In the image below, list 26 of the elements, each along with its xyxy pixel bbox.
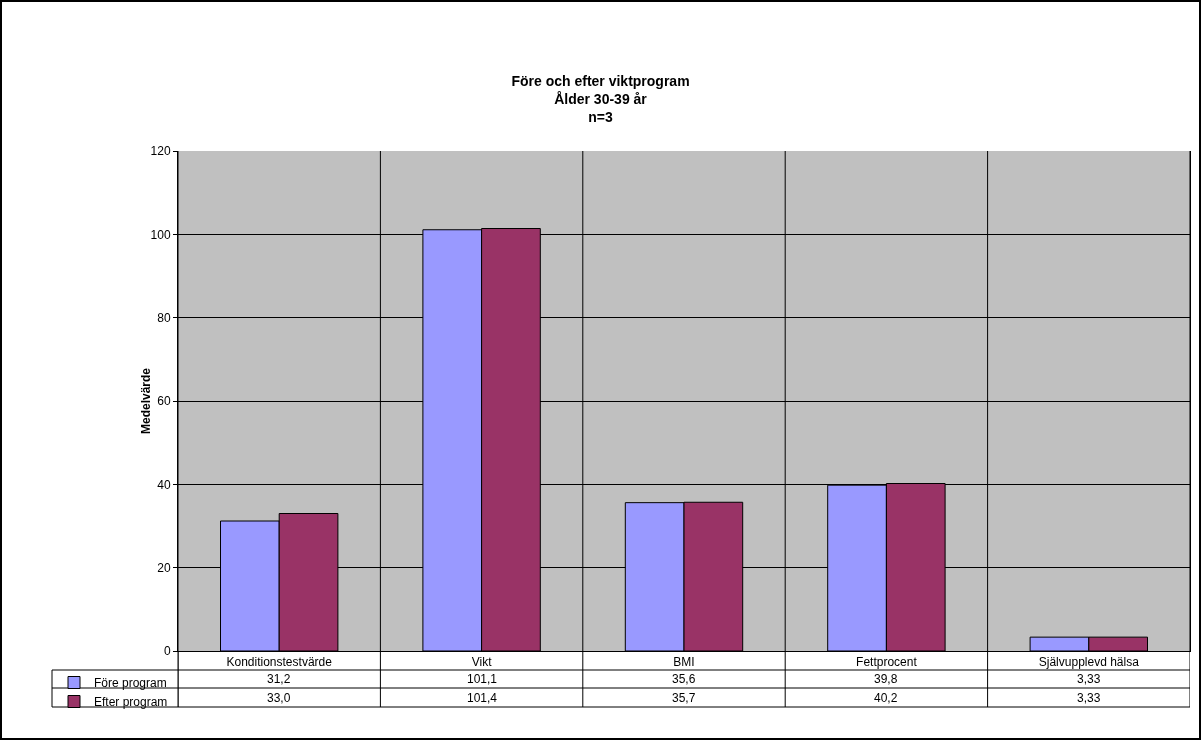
chart-title: Före och efter viktprogram Ålder 30-39 år n=3 — [511, 73, 690, 126]
data-label: 3,33 — [1077, 672, 1101, 686]
data-label: 101,4 — [467, 691, 498, 705]
y-tick-label: 0 — [163, 644, 171, 659]
x-tick-label: Vikt — [471, 655, 493, 670]
y-tick-label: 60 — [157, 394, 171, 409]
x-tick-label: Konditionstestvärde — [226, 655, 333, 670]
data-label: 35,7 — [672, 691, 696, 705]
data-label: 39,8 — [874, 672, 898, 686]
data-label: 3,33 — [1077, 691, 1101, 705]
y-tick-label: 120 — [150, 144, 171, 159]
y-tick-label: 80 — [157, 310, 171, 325]
y-tick-label: 100 — [150, 227, 171, 242]
x-tick-label: Självupplevd hälsa — [1038, 655, 1140, 670]
legend-label: Efter program — [94, 695, 168, 710]
x-tick-label: BMI — [673, 655, 695, 670]
data-label: 101,1 — [467, 672, 498, 686]
y-axis-title: Medelvärde — [139, 367, 153, 434]
data-label: 40,2 — [874, 691, 898, 705]
legend-label: Före program — [94, 676, 167, 691]
data-label: 31,2 — [267, 672, 291, 686]
x-tick-label: Fettprocent — [856, 655, 918, 670]
y-tick-label: 20 — [157, 560, 171, 575]
y-tick-label: 40 — [157, 477, 171, 492]
data-label: 33,0 — [267, 691, 291, 705]
data-label: 35,6 — [672, 672, 696, 686]
